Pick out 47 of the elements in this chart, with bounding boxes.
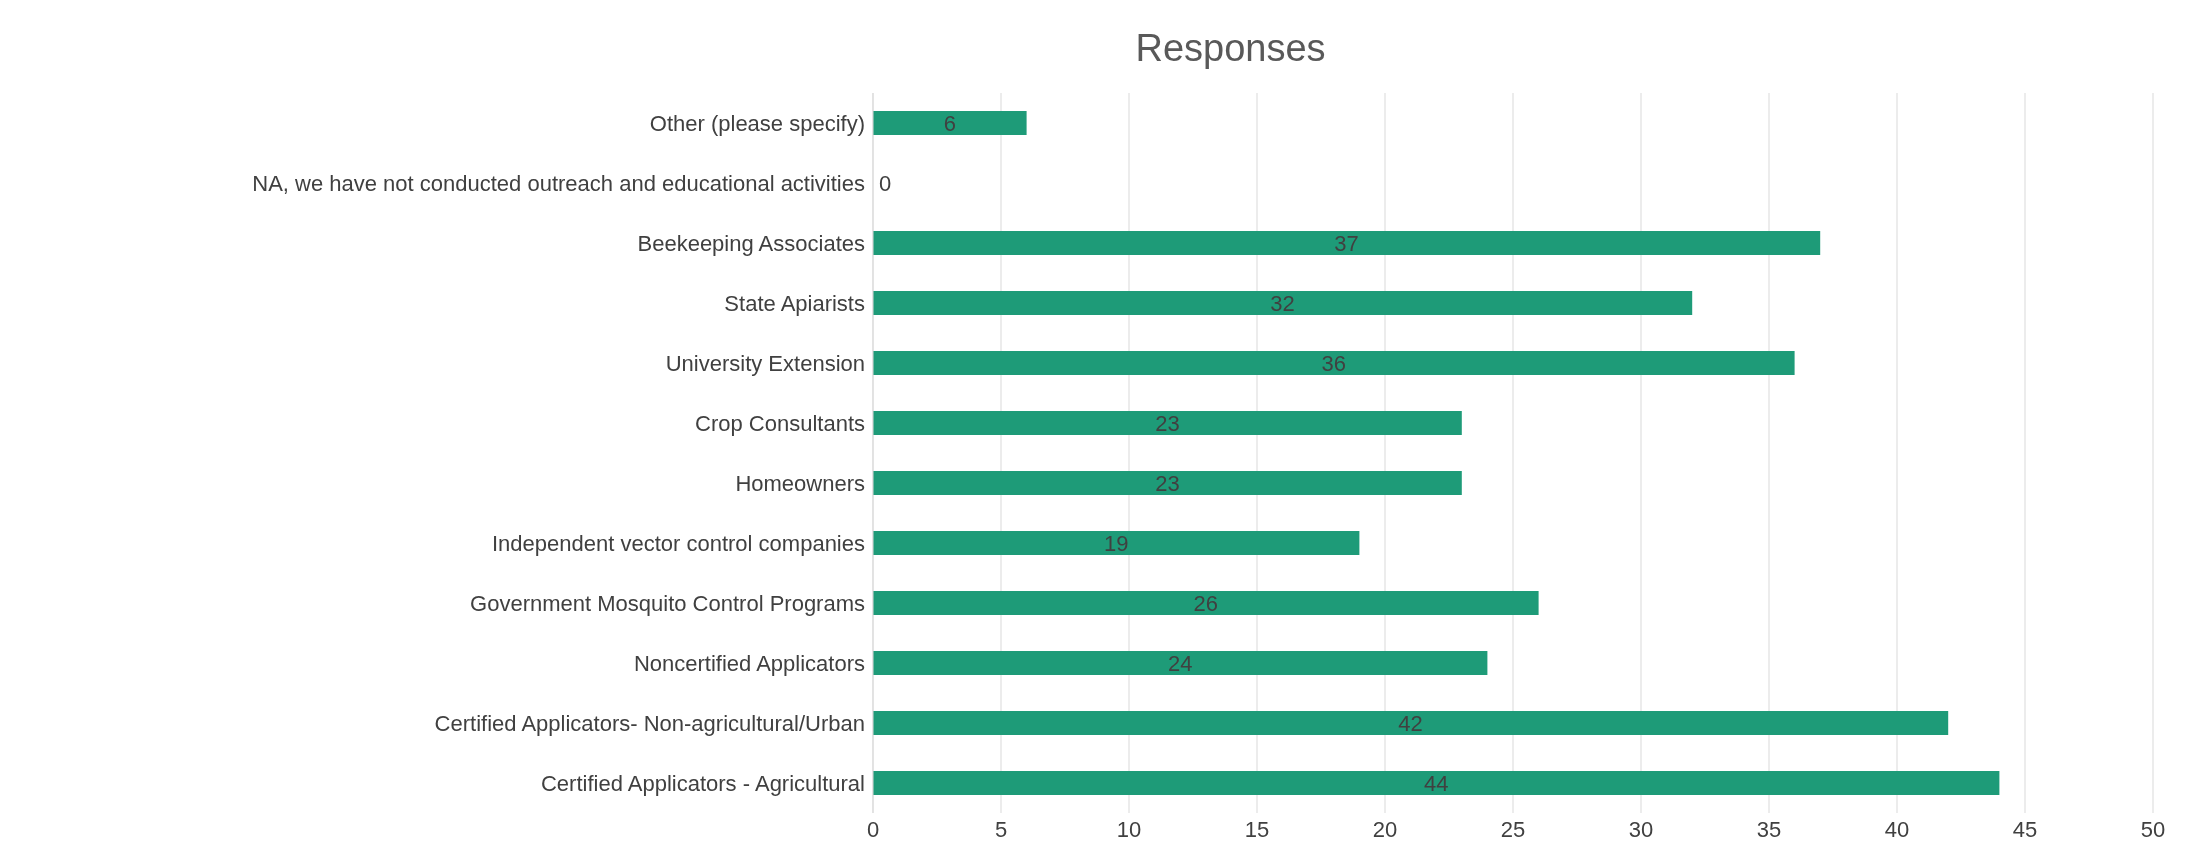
bar [873, 591, 1539, 615]
x-tick-label: 0 [866, 816, 880, 842]
data-label: 0 [878, 170, 892, 196]
data-label: 36 [1321, 350, 1347, 376]
chart-title: Responses [1134, 26, 1327, 71]
data-label: 32 [1270, 290, 1295, 316]
data-label: 6 [943, 110, 956, 136]
bar [873, 471, 1462, 495]
y-tick-label: Homeowners [735, 470, 865, 496]
x-tick-label: 20 [1372, 816, 1398, 842]
y-tick-label: Crop Consultants [695, 410, 865, 436]
y-tick-label: Beekeeping Associates [637, 230, 865, 256]
x-tick-label: 40 [1884, 816, 1910, 842]
y-tick-label: Certified Applicators- Non-agricultural/Urban [434, 710, 865, 736]
data-label: 19 [1103, 530, 1129, 556]
bar [873, 111, 1027, 135]
data-label: 37 [1334, 230, 1359, 256]
x-tick-label: 45 [2012, 816, 2038, 842]
y-tick-label: Certified Applicators - Agricultural [540, 770, 865, 796]
data-label: 23 [1155, 410, 1180, 436]
y-tick-label: State Apiarists [724, 290, 865, 316]
bar [873, 531, 1360, 555]
data-label: 24 [1167, 650, 1193, 676]
x-tick-label: 30 [1628, 816, 1654, 842]
data-label: 44 [1423, 770, 1449, 796]
y-tick-label: University Extension [665, 350, 865, 376]
bar [873, 351, 1795, 375]
x-tick-label: 5 [994, 816, 1008, 842]
data-label: 23 [1155, 470, 1180, 496]
bar [873, 771, 2000, 795]
bar [873, 651, 1488, 675]
data-label: 42 [1398, 710, 1423, 736]
y-tick-label: Government Mosquito Control Programs [470, 590, 865, 616]
x-tick-label: 35 [1756, 816, 1782, 842]
y-tick-label: NA, we have not conducted outreach and educational activities [252, 170, 865, 196]
x-tick-label: 15 [1244, 816, 1270, 842]
bar [873, 231, 1821, 255]
x-tick-label: 10 [1116, 816, 1142, 842]
bar [873, 291, 1693, 315]
bar [873, 711, 1949, 735]
y-tick-label: Noncertified Applicators [633, 650, 865, 676]
bar [873, 411, 1462, 435]
y-tick-label: Independent vector control companies [491, 530, 865, 556]
y-tick-label: Other (please specify) [649, 110, 865, 136]
data-label: 26 [1193, 590, 1219, 616]
x-tick-label: 50 [2140, 816, 2166, 842]
x-tick-label: 25 [1500, 816, 1526, 842]
